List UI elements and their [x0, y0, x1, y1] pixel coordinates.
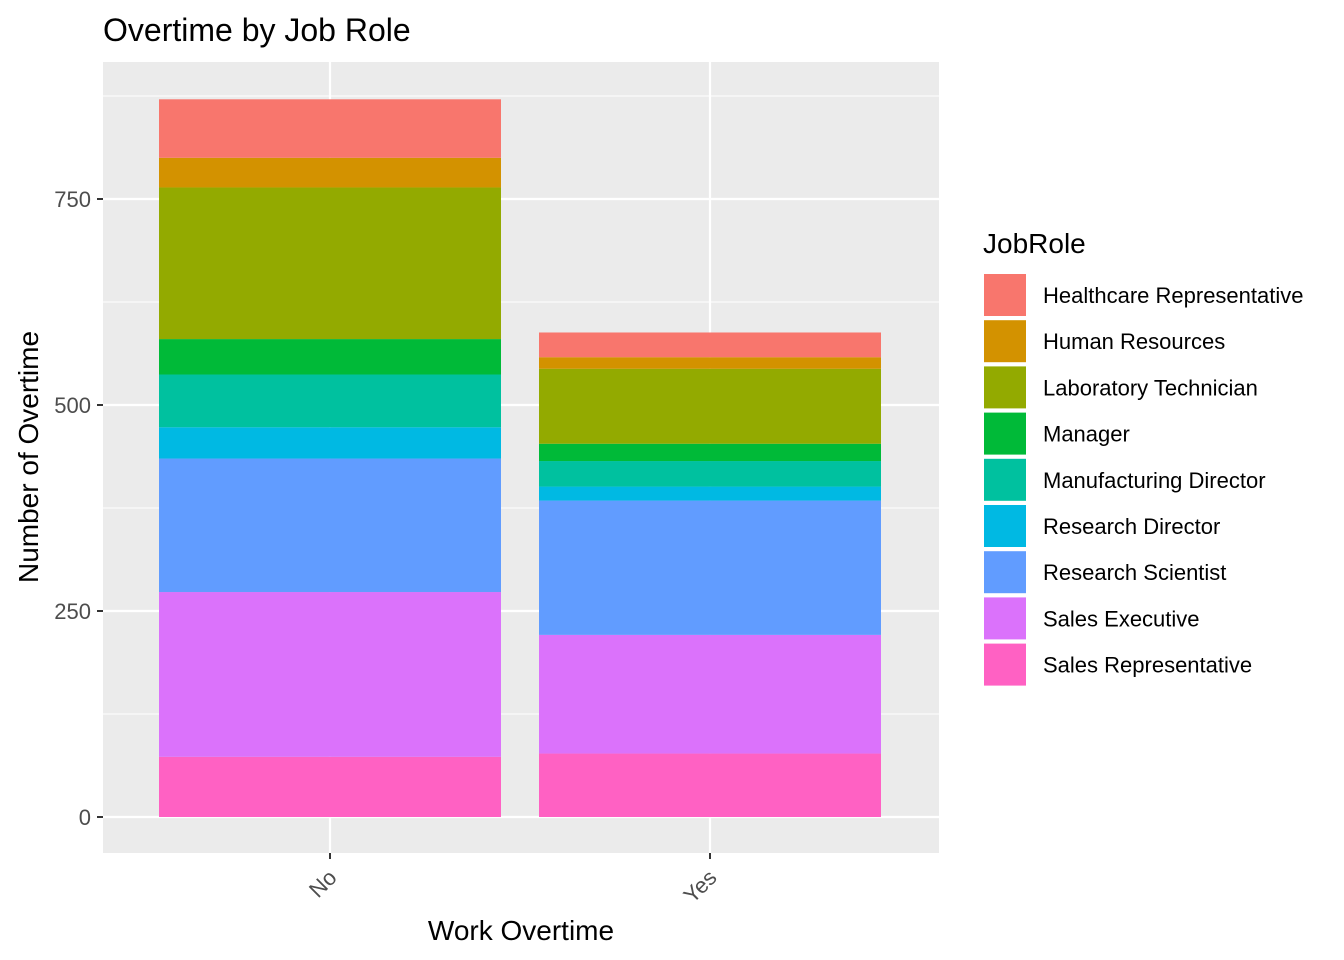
legend-key: [982, 364, 1028, 411]
bar-segment: [159, 339, 501, 375]
y-axis-title: Number of Overtime: [13, 331, 44, 583]
legend-key: [982, 641, 1028, 688]
y-tick-label: 500: [54, 393, 91, 418]
bar-segment: [159, 592, 501, 757]
legend-title: JobRole: [983, 228, 1086, 259]
bar-segment: [159, 458, 501, 593]
legend-key: [982, 456, 1028, 503]
chart-title: Overtime by Job Role: [103, 12, 411, 48]
legend-key: [982, 410, 1028, 457]
legend-label: Sales Executive: [1043, 606, 1200, 631]
bar-segment: [539, 368, 881, 444]
y-tick-label: 750: [54, 187, 91, 212]
y-axis: 0 250 500 750: [54, 187, 103, 830]
legend-key: [982, 318, 1028, 365]
legend-label: Sales Representative: [1043, 653, 1252, 678]
legend-label: Manager: [1043, 422, 1130, 447]
bar-segment: [159, 374, 501, 428]
y-tick-label: 250: [54, 599, 91, 624]
bar-segment: [539, 461, 881, 487]
bar-segment: [539, 357, 881, 369]
legend-key: [982, 272, 1028, 318]
legend-key: [982, 549, 1028, 596]
x-axis-title: Work Overtime: [428, 915, 614, 946]
bar-segment: [539, 443, 881, 462]
bar-segment: [159, 187, 501, 340]
x-tick-label: No: [304, 865, 342, 903]
bar-segment: [539, 500, 881, 635]
bar-segment: [159, 427, 501, 459]
legend-label: Manufacturing Director: [1043, 468, 1266, 493]
x-axis: No Yes: [304, 853, 722, 908]
bars: [159, 99, 881, 817]
legend-label: Research Director: [1043, 514, 1220, 539]
legend-key: [982, 503, 1028, 549]
legend-label: Research Scientist: [1043, 560, 1226, 585]
bar-segment: [539, 332, 881, 358]
legend-label: Healthcare Representative: [1043, 283, 1303, 308]
bar-segment: [539, 486, 881, 501]
legend: JobRole Healthcare Representative Human R…: [982, 228, 1303, 688]
bar-segment: [159, 157, 501, 188]
bar-segment: [539, 753, 881, 817]
y-tick-label: 0: [79, 805, 91, 830]
bar-segment: [159, 756, 501, 817]
bar-segment: [539, 634, 881, 754]
legend-key: [982, 595, 1028, 642]
legend-label: Laboratory Technician: [1043, 375, 1258, 400]
legend-label: Human Resources: [1043, 329, 1225, 354]
x-tick-label: Yes: [678, 865, 721, 908]
bar-segment: [159, 99, 501, 158]
